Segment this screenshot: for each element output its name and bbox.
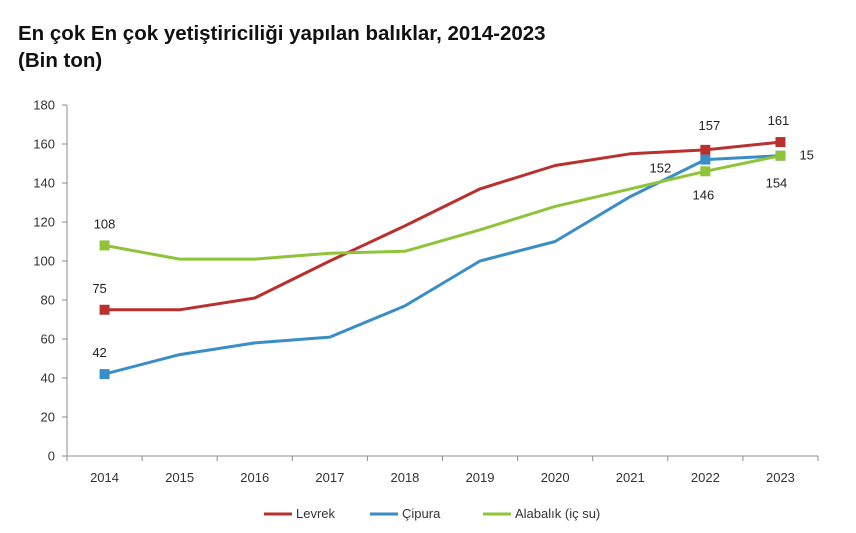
series-line--ipura — [103, 154, 782, 376]
x-tick-label-2020: 2020 — [541, 470, 570, 485]
data-label-1-2014: 42 — [92, 345, 106, 360]
y-tick-label-180: 180 — [33, 98, 55, 113]
data-label-1-2023: 15 — [799, 148, 813, 163]
marker-0-2023 — [775, 137, 786, 148]
title-line-2: (Bin ton) — [18, 49, 103, 72]
y-tick-label-80: 80 — [41, 293, 55, 308]
legend-label-1: Çipura — [402, 506, 441, 521]
data-label-0-2014: 75 — [92, 281, 106, 296]
chart-title: En çok En çok yetiştiriciliği yapılan ba… — [18, 20, 546, 74]
series-line-levrek — [103, 140, 782, 312]
marker-1-2022 — [700, 154, 711, 165]
x-tick-label-2014: 2014 — [90, 470, 119, 485]
x-tick-label-2019: 2019 — [466, 470, 495, 485]
data-label-0-2023: 161 — [768, 113, 790, 128]
x-tick-label-2023: 2023 — [766, 470, 795, 485]
x-tick-label-2021: 2021 — [616, 470, 645, 485]
x-tick-label-2016: 2016 — [240, 470, 269, 485]
data-label-0-2022: 157 — [698, 118, 720, 133]
data-label-2-2022: 146 — [692, 187, 714, 202]
x-tick-label-2022: 2022 — [691, 470, 720, 485]
legend-label-2: Alabalık (iç su) — [515, 506, 600, 521]
y-tick-label-40: 40 — [41, 371, 55, 386]
y-tick-label-0: 0 — [48, 449, 55, 464]
marker-2-2022 — [700, 166, 711, 177]
marker-2-2014 — [99, 240, 110, 251]
y-tick-label-100: 100 — [33, 254, 55, 269]
x-tick-label-2015: 2015 — [165, 470, 194, 485]
legend-label-0: Levrek — [296, 506, 336, 521]
x-tick-label-2018: 2018 — [390, 470, 419, 485]
data-label-1-2022: 152 — [649, 161, 671, 176]
y-tick-label-120: 120 — [33, 215, 55, 230]
series-line-alabal-k-i-su- — [103, 154, 782, 261]
marker-2-2023 — [775, 150, 786, 161]
y-tick-label-140: 140 — [33, 176, 55, 191]
data-label-2-2023: 154 — [766, 176, 788, 191]
marker-1-2014 — [99, 369, 110, 380]
y-tick-label-60: 60 — [41, 332, 55, 347]
data-label-2-2014: 108 — [94, 216, 116, 231]
marker-0-2022 — [700, 144, 711, 155]
x-tick-label-2017: 2017 — [315, 470, 344, 485]
y-tick-label-160: 160 — [33, 137, 55, 152]
y-tick-label-20: 20 — [41, 410, 55, 425]
title-line-1: En çok En çok yetiştiriciliği yapılan ba… — [18, 22, 546, 45]
marker-0-2014 — [99, 304, 110, 315]
